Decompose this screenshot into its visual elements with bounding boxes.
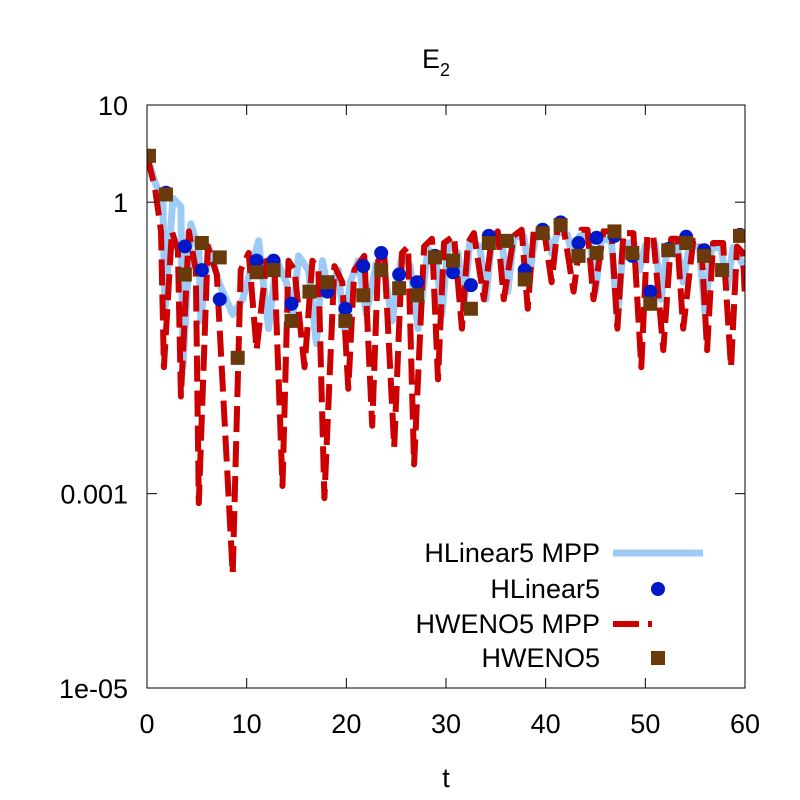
y-tick-label: 10 <box>98 91 128 121</box>
data-point <box>338 313 353 328</box>
data-point <box>445 265 460 280</box>
series-hweno5-mpp <box>147 155 745 577</box>
x-tick-label: 20 <box>331 709 361 739</box>
data-point <box>715 263 730 278</box>
data-point <box>571 248 586 263</box>
data-point <box>589 230 604 245</box>
data-point <box>177 267 192 282</box>
series-layer <box>147 148 745 577</box>
data-point <box>428 250 443 265</box>
data-point <box>535 226 550 241</box>
data-point <box>553 218 568 233</box>
chart-title: E2 <box>422 44 450 80</box>
data-point <box>320 275 335 290</box>
data-point <box>679 235 694 250</box>
legend-label: HWENO5 <box>481 643 600 673</box>
y-tick-label: 1e-05 <box>59 674 128 704</box>
data-point <box>230 350 245 365</box>
data-point <box>463 278 478 293</box>
data-point <box>249 265 264 280</box>
data-point <box>392 281 407 296</box>
x-tick-label: 0 <box>139 709 154 739</box>
data-point <box>194 263 209 278</box>
legend-swatch-marker <box>651 582 665 596</box>
data-point <box>374 263 389 278</box>
data-point <box>284 296 299 311</box>
legend-item-hweno5: HWENO5 <box>481 643 665 673</box>
legend-swatch-marker <box>651 651 665 665</box>
data-point <box>284 313 299 328</box>
x-tick-label: 30 <box>431 709 461 739</box>
data-point <box>302 284 317 299</box>
data-point <box>410 288 425 303</box>
data-point <box>374 245 389 260</box>
y-tick-label: 1 <box>113 188 128 218</box>
data-point <box>212 292 227 307</box>
series-line-hweno5-mpp <box>147 155 745 577</box>
data-point <box>194 235 209 250</box>
x-tick-label: 60 <box>730 709 760 739</box>
data-point <box>481 235 496 250</box>
chart-title-subscript: 2 <box>440 60 450 80</box>
data-point <box>733 228 745 243</box>
data-point <box>212 250 227 265</box>
legend: HLinear5 MPP HLinear5 HWENO5 MPP HWENO5 <box>415 538 703 673</box>
data-point <box>697 248 712 263</box>
data-point <box>643 296 658 311</box>
x-tick-label: 50 <box>630 709 660 739</box>
data-point <box>177 239 192 254</box>
data-point <box>607 224 622 239</box>
x-tick-label: 40 <box>531 709 561 739</box>
data-point <box>266 263 281 278</box>
x-tick-label: 10 <box>232 709 262 739</box>
data-point <box>410 275 425 290</box>
data-point <box>356 259 371 274</box>
data-point <box>356 288 371 303</box>
data-point <box>445 253 460 268</box>
legend-label: HWENO5 MPP <box>415 609 600 639</box>
data-point <box>661 243 676 258</box>
data-point <box>517 272 532 287</box>
legend-label: HLinear5 <box>490 574 600 604</box>
data-point <box>499 233 514 248</box>
axis-layer: 0 10 20 30 40 50 60 10 1 0.001 1e-05 <box>59 91 760 739</box>
data-point <box>249 253 264 268</box>
data-point <box>571 235 586 250</box>
data-point <box>463 301 478 316</box>
x-axis-label: t <box>442 763 450 793</box>
data-point <box>625 245 640 260</box>
data-point <box>147 148 156 163</box>
chart-title-main: E <box>422 44 440 74</box>
data-point <box>392 267 407 282</box>
data-point <box>338 301 353 316</box>
data-point <box>643 284 658 299</box>
data-point <box>158 187 173 202</box>
data-point <box>589 245 604 260</box>
series-hweno5 <box>147 148 745 365</box>
legend-label: HLinear5 MPP <box>424 538 600 568</box>
legend-item-hlinear5-mpp: HLinear5 MPP <box>424 538 703 568</box>
legend-item-hlinear5: HLinear5 <box>490 574 665 604</box>
y-tick-label: 0.001 <box>60 480 128 510</box>
legend-item-hweno5-mpp: HWENO5 MPP <box>415 609 652 639</box>
